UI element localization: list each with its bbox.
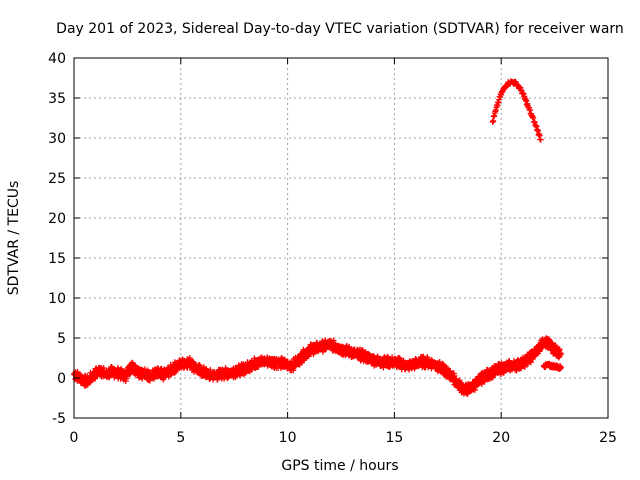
data-points <box>71 78 565 397</box>
y-axis-label: SDTVAR / TECUs <box>6 181 22 296</box>
y-tick-label: 5 <box>57 331 66 347</box>
x-tick-label: 15 <box>385 430 403 446</box>
fill-point-main <box>557 350 564 357</box>
fill-point-high <box>524 100 531 107</box>
y-tick-label: 35 <box>48 91 66 107</box>
y-tick-label: 20 <box>48 211 66 227</box>
x-tick-label: 20 <box>492 430 510 446</box>
fill-point-high <box>537 136 544 143</box>
y-tick-label: 0 <box>57 371 66 387</box>
fill-point-high <box>533 126 540 133</box>
y-tick-label: 15 <box>48 251 66 267</box>
x-tick-label: 0 <box>70 430 79 446</box>
chart-title: Day 201 of 2023, Sidereal Day-to-day VTE… <box>56 21 624 37</box>
x-axis-label: GPS time / hours <box>281 458 398 474</box>
x-tick-label: 25 <box>599 430 617 446</box>
y-tick-label: 30 <box>48 131 66 147</box>
fill-point-high <box>492 108 499 115</box>
fill-point-main <box>305 353 312 360</box>
y-tick-label: -5 <box>52 411 66 427</box>
y-tick-label: 40 <box>48 51 66 67</box>
x-tick-label: 5 <box>176 430 185 446</box>
y-tick-label: 25 <box>48 171 66 187</box>
plot-frame <box>73 57 609 419</box>
x-tick-label: 10 <box>279 430 297 446</box>
axis-ticks <box>73 57 609 419</box>
y-tick-label: 10 <box>48 291 66 307</box>
fill-point-high <box>495 99 502 106</box>
fill-point-tail <box>557 364 564 371</box>
fill-point-high <box>521 93 528 100</box>
fill-point-high <box>517 87 524 94</box>
grid <box>74 58 608 418</box>
